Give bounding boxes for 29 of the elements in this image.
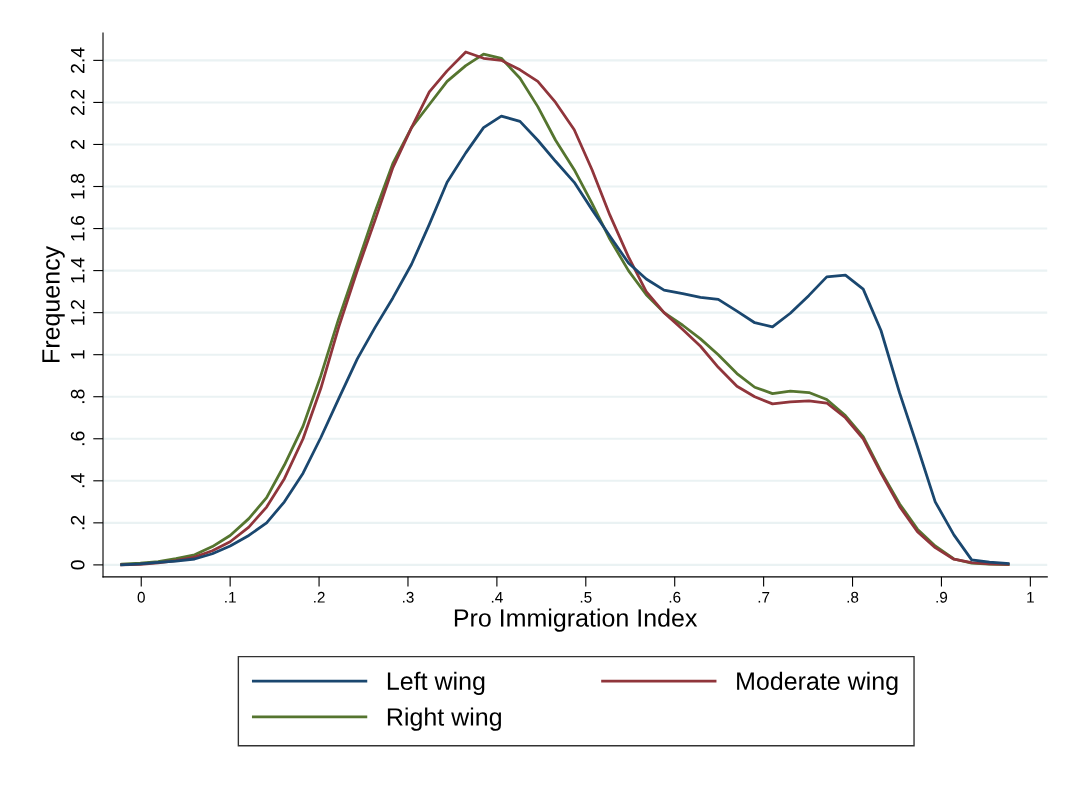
x-tick-label: .8 — [847, 591, 859, 603]
y-tick-label: 2.2 — [70, 89, 85, 115]
y-tick-label: .2 — [70, 515, 85, 530]
y-tick-label: 1.6 — [70, 215, 85, 241]
x-tick-label: .1 — [225, 592, 236, 603]
y-tick-label: 1 — [71, 350, 85, 359]
x-axis-title: Pro Immigration Index — [454, 608, 698, 632]
legend-label: Left wing — [387, 671, 485, 695]
y-tick-label: .8 — [70, 389, 85, 404]
legend-label: Moderate wing — [737, 671, 898, 695]
y-tick-label: 2 — [70, 140, 85, 149]
y-axis-title: Frequency — [42, 245, 65, 362]
x-tick-label: .6 — [669, 591, 681, 603]
x-tick-label: .5 — [580, 592, 592, 603]
x-tick-label: .3 — [403, 591, 414, 603]
x-tick-label: .4 — [491, 592, 503, 603]
y-tick-label: 2.4 — [70, 47, 85, 73]
x-tick-label: .9 — [936, 591, 948, 603]
y-tick-label: 1.2 — [70, 300, 85, 325]
legend-label: Right wing — [387, 707, 501, 731]
y-tick-label: 0 — [70, 560, 85, 570]
x-tick-label: .2 — [314, 591, 325, 603]
x-tick-label: 0 — [137, 591, 145, 603]
y-tick-label: 1.4 — [71, 257, 85, 283]
y-tick-label: .4 — [71, 473, 85, 488]
x-tick-label: 1 — [1027, 592, 1034, 603]
y-tick-label: .6 — [70, 431, 85, 446]
x-tick-label: .7 — [758, 592, 770, 603]
y-tick-label: 1.8 — [70, 173, 85, 199]
